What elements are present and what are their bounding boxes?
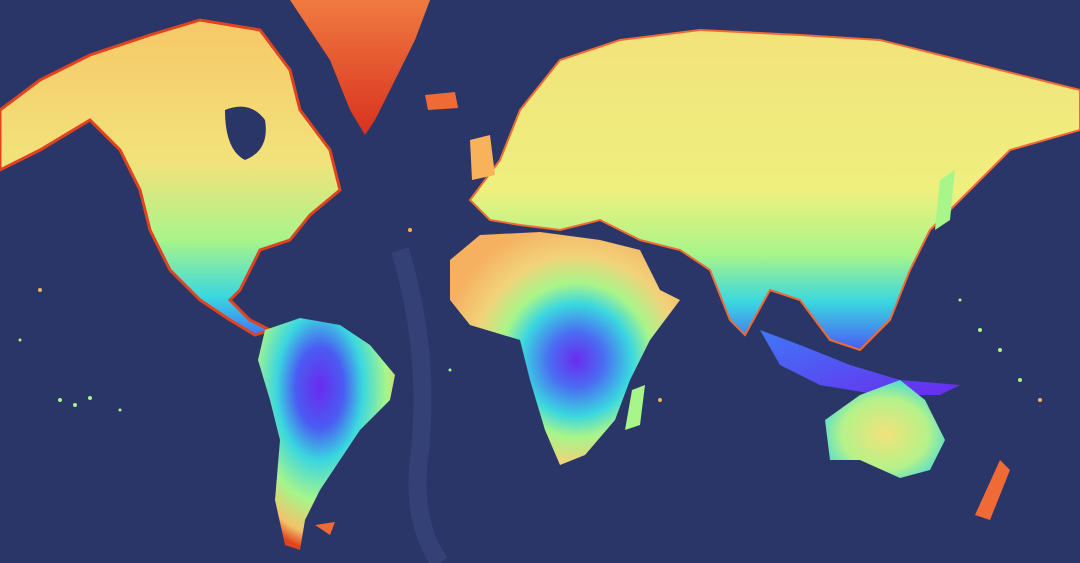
antarctic-peninsula <box>315 522 335 535</box>
southeast-asia[interactable] <box>760 330 960 395</box>
madagascar[interactable] <box>625 385 645 430</box>
uk[interactable] <box>470 135 495 180</box>
ocean-ridge <box>391 247 448 563</box>
south-america[interactable] <box>258 318 395 550</box>
africa[interactable] <box>450 232 680 465</box>
hudson-bay <box>225 106 266 160</box>
greenland[interactable] <box>290 0 430 135</box>
australia[interactable] <box>825 380 945 478</box>
islands <box>18 228 1042 412</box>
landmasses <box>0 0 1080 550</box>
new-zealand[interactable] <box>975 460 1010 520</box>
north-america[interactable] <box>0 18 342 337</box>
eurasia[interactable] <box>468 28 1080 352</box>
japan[interactable] <box>935 170 955 230</box>
iceland[interactable] <box>425 92 458 110</box>
